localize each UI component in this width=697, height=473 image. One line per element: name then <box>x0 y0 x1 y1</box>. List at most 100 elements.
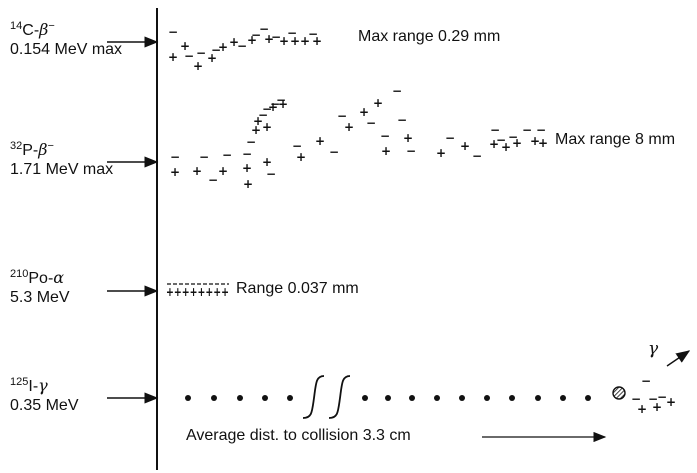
svg-text:+: + <box>436 146 446 160</box>
c14-source-label: 14C-β− 0.154 MeV max <box>10 20 123 58</box>
svg-text:+: + <box>242 161 252 175</box>
svg-text:+: + <box>192 164 202 178</box>
c14-mass-number: 14 <box>10 20 23 32</box>
svg-text:−: − <box>329 145 339 159</box>
svg-text:−: − <box>522 123 532 137</box>
svg-text:−: − <box>641 374 651 388</box>
svg-text:−: − <box>196 46 206 60</box>
i125-mass-number: 125 <box>10 376 29 388</box>
svg-text:−: − <box>199 150 209 164</box>
po210-element: Po <box>28 270 48 287</box>
svg-text:+: + <box>243 177 253 191</box>
svg-text:−: − <box>508 130 518 144</box>
svg-text:−: − <box>222 148 232 162</box>
svg-text:−: − <box>657 390 667 404</box>
svg-text:+: + <box>530 134 540 148</box>
svg-text:−: − <box>397 113 407 127</box>
svg-text:+: + <box>373 96 383 110</box>
svg-text:−: − <box>366 116 376 130</box>
svg-text:+: + <box>247 33 257 47</box>
svg-text:+: + <box>251 123 261 137</box>
svg-text:−: − <box>262 102 272 116</box>
svg-text:−: − <box>406 144 416 158</box>
collision-site <box>612 386 626 400</box>
svg-text:++++++++: ++++++++ <box>166 285 229 299</box>
po210-energy: 5.3 MeV <box>10 289 70 306</box>
c14-particle: β <box>39 20 49 39</box>
p32-charge: − <box>47 140 54 152</box>
svg-text:−: − <box>259 22 269 36</box>
svg-text:−: − <box>490 123 500 137</box>
svg-text:−: − <box>251 28 261 42</box>
svg-text:+: + <box>264 32 274 46</box>
svg-text:+: + <box>180 39 190 53</box>
svg-text:−: − <box>170 150 180 164</box>
svg-text:+: + <box>403 131 413 145</box>
svg-text:−: − <box>270 97 280 111</box>
svg-text:+: + <box>300 34 310 48</box>
c14-charge: − <box>48 20 55 32</box>
distance-break-marks <box>302 375 351 419</box>
svg-text:+: + <box>262 120 272 134</box>
p32-particle: β <box>38 140 48 159</box>
svg-text:+: + <box>262 155 272 169</box>
c14-energy: 0.154 MeV max <box>10 41 123 58</box>
svg-text:+: + <box>168 50 178 64</box>
p32-mass-number: 32 <box>10 140 23 152</box>
svg-text:+: + <box>637 402 647 416</box>
svg-text:+: + <box>512 136 522 150</box>
svg-text:+: + <box>207 51 217 65</box>
svg-text:−: − <box>246 135 256 149</box>
svg-text:−: − <box>168 25 178 39</box>
svg-text:−: − <box>237 39 247 53</box>
c14-ion-track: −++ −+− +−+ +− + −−+ −+− + +− + <box>168 22 322 73</box>
p32-range-label: Max range 8 mm <box>555 131 676 148</box>
svg-text:+: + <box>170 165 180 179</box>
secondary-electron-track: −−+ −+− + <box>631 374 676 416</box>
svg-text:−: − <box>536 123 546 137</box>
c14-element: C <box>22 22 34 39</box>
svg-text:−: − <box>496 133 506 147</box>
svg-text:+: + <box>359 105 369 119</box>
collision-distance-label: Average dist. to collision 3.3 cm <box>186 427 411 444</box>
p32-source-label: 32P-β− 1.71 MeV max <box>10 140 114 178</box>
svg-text:−: − <box>472 149 482 163</box>
svg-text:+: + <box>290 34 300 48</box>
svg-text:−: − <box>208 173 218 187</box>
p32-element: P <box>22 142 33 159</box>
i125-particle: γ <box>38 376 48 395</box>
svg-text:−: − <box>271 30 281 44</box>
svg-text:−: − <box>392 84 402 98</box>
svg-text:+: + <box>501 140 511 154</box>
svg-text:+: + <box>253 114 263 128</box>
svg-text:+: + <box>218 40 228 54</box>
svg-text:−: − <box>266 167 276 181</box>
svg-text:−: − <box>258 108 268 122</box>
po210-mass-number: 210 <box>10 268 29 280</box>
scattered-gamma-label: γ <box>648 339 659 359</box>
svg-text:+: + <box>344 120 354 134</box>
svg-text:+: + <box>666 395 676 409</box>
svg-text:−: − <box>276 93 286 107</box>
svg-text:−: − <box>242 147 252 161</box>
svg-text:+: + <box>268 100 278 114</box>
svg-text:−: − <box>308 27 318 41</box>
po210-source-label: 210Po-α 5.3 MeV <box>10 268 70 306</box>
po210-ion-track: ++++++++ <box>166 283 229 299</box>
i125-energy: 0.35 MeV <box>10 397 79 414</box>
i125-element: I <box>28 378 33 395</box>
svg-text:+: + <box>460 139 470 153</box>
p32-energy: 1.71 MeV max <box>10 161 114 178</box>
svg-text:−: − <box>184 49 194 63</box>
svg-text:+: + <box>193 59 203 73</box>
po210-particle: α <box>53 268 65 287</box>
svg-text:−: − <box>287 26 297 40</box>
svg-text:−: − <box>380 129 390 143</box>
svg-text:−: − <box>445 131 455 145</box>
i125-source-label: 125I-γ 0.35 MeV <box>10 376 79 414</box>
svg-text:−: − <box>337 109 347 123</box>
svg-text:−: − <box>292 139 302 153</box>
c14-range-label: Max range 0.29 mm <box>358 28 501 45</box>
svg-text:−: − <box>211 43 221 57</box>
